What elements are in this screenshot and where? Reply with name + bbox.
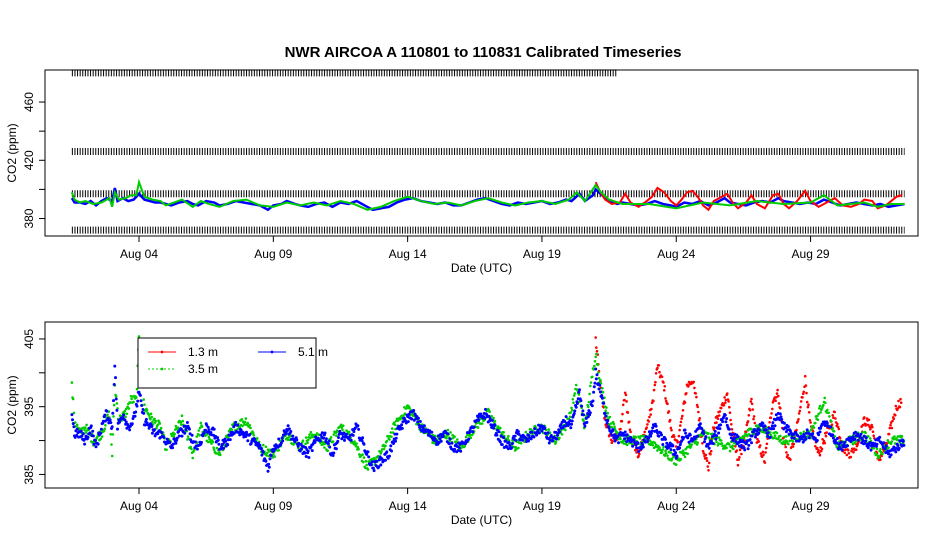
x-tick-label: Aug 19 [523,247,561,261]
x-tick-label: Aug 04 [120,247,158,261]
legend-marker [160,350,164,354]
y-tick-label: 380 [22,208,36,228]
x-tick-label: Aug 24 [657,499,695,513]
top-panel: Aug 04 Aug 09 Aug 14 Aug 19 Aug 24 Aug 29 380 4… [5,69,919,275]
x-axis-label: Date (UTC) [451,513,512,527]
x-tick-label: Aug 14 [389,247,427,261]
x-tick-label: Aug 29 [792,247,830,261]
top-series-line [594,181,903,212]
y-tick-label: 420 [22,150,36,170]
x-axis-label: Date (UTC) [451,261,512,275]
x-tick-label: Aug 04 [120,499,158,513]
x-tick-label: Aug 19 [523,499,561,513]
top-series-line [70,178,905,211]
y-tick-label: 385 [22,464,36,484]
legend-label: 1.3 m [188,345,218,359]
x-tick-label: Aug 09 [254,499,292,513]
legend: 1.3 m 3.5 m 5.1 m [137,337,328,389]
y-tick-label: 395 [22,396,36,416]
series-points [594,336,903,472]
x-tick-label: Aug 29 [792,499,830,513]
y-axis-label: CO2 (ppm) [5,123,19,182]
bottom-panel: Aug 04 Aug 09 Aug 14 Aug 19 Aug 24 Aug 29 385 3… [5,321,919,527]
series-points [70,364,906,473]
x-tick-label: Aug 14 [389,499,427,513]
x-tick-label: Aug 24 [657,247,695,261]
series-51m-group [70,364,906,473]
legend-box [137,337,317,389]
x-tick-label: Aug 09 [254,247,292,261]
legend-marker [160,367,164,371]
plot-frame [44,69,919,237]
y-tick-label: 405 [22,329,36,349]
series-13m-group [594,336,903,472]
chart-title: NWR AIRCOA A 110801 to 110831 Calibrated… [285,44,682,61]
y-tick-label: 460 [22,92,36,112]
y-axis-label: CO2 (ppm) [5,375,19,434]
legend-label: 3.5 m [188,362,218,376]
legend-label: 5.1 m [298,345,328,359]
legend-marker [270,350,274,354]
plot-frame [44,321,919,489]
